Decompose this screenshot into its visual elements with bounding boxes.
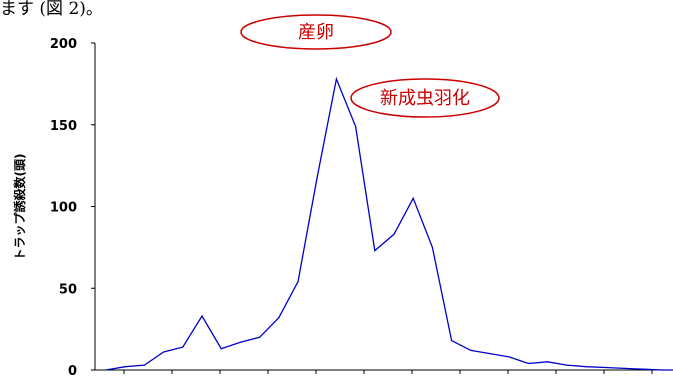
- data-point: [105, 369, 107, 371]
- series-line: [105, 76, 673, 371]
- data-point: [431, 246, 433, 248]
- y-tick-label: 50: [59, 282, 77, 297]
- x-ticks: [123, 370, 653, 374]
- data-point: [335, 78, 337, 80]
- data-point: [566, 364, 568, 366]
- series-points: [105, 78, 664, 371]
- data-point: [393, 233, 395, 235]
- y-tick-label: 150: [50, 119, 77, 134]
- data-point: [604, 366, 606, 369]
- y-axis-label: トラップ誘殺数(頭): [12, 154, 27, 261]
- data-point: [143, 364, 145, 366]
- y-tick-label: 0: [68, 364, 77, 377]
- data-point: [374, 250, 376, 252]
- data-point: [412, 197, 414, 199]
- data-point: [278, 317, 280, 319]
- data-point: [451, 340, 453, 342]
- y-ticks: 0 50 100 150 200: [50, 37, 95, 377]
- y-tick-label: 100: [50, 201, 77, 216]
- data-point: [220, 348, 222, 350]
- data-point: [355, 125, 357, 127]
- data-point: [201, 315, 203, 317]
- annotation-egg-laying: 産卵: [240, 14, 392, 50]
- annotation-egg-laying-label: 産卵: [298, 22, 334, 43]
- data-point: [239, 341, 241, 343]
- data-point: [662, 369, 664, 371]
- data-point: [259, 336, 261, 338]
- data-point: [585, 366, 587, 368]
- data-point: [182, 346, 184, 348]
- data-point: [297, 281, 299, 283]
- data-point: [163, 351, 165, 353]
- data-point: [623, 367, 626, 369]
- data-point: [547, 361, 549, 363]
- document-top-text: ます (図 2)。: [0, 0, 103, 19]
- data-point: [527, 362, 530, 365]
- data-point: [643, 368, 645, 370]
- annotation-egg-laying-ellipse: [240, 14, 392, 50]
- data-point: [508, 356, 510, 358]
- data-point: [124, 366, 126, 368]
- y-tick-label: 200: [50, 37, 77, 52]
- data-point: [316, 176, 318, 178]
- data-point: [470, 349, 472, 351]
- annotation-new-adult-emergence: 新成虫羽化: [350, 78, 500, 118]
- data-point: [489, 353, 491, 355]
- annotation-new-adult-emergence-ellipse: [350, 78, 500, 118]
- annotation-new-adult-emergence-label: 新成虫羽化: [380, 88, 470, 109]
